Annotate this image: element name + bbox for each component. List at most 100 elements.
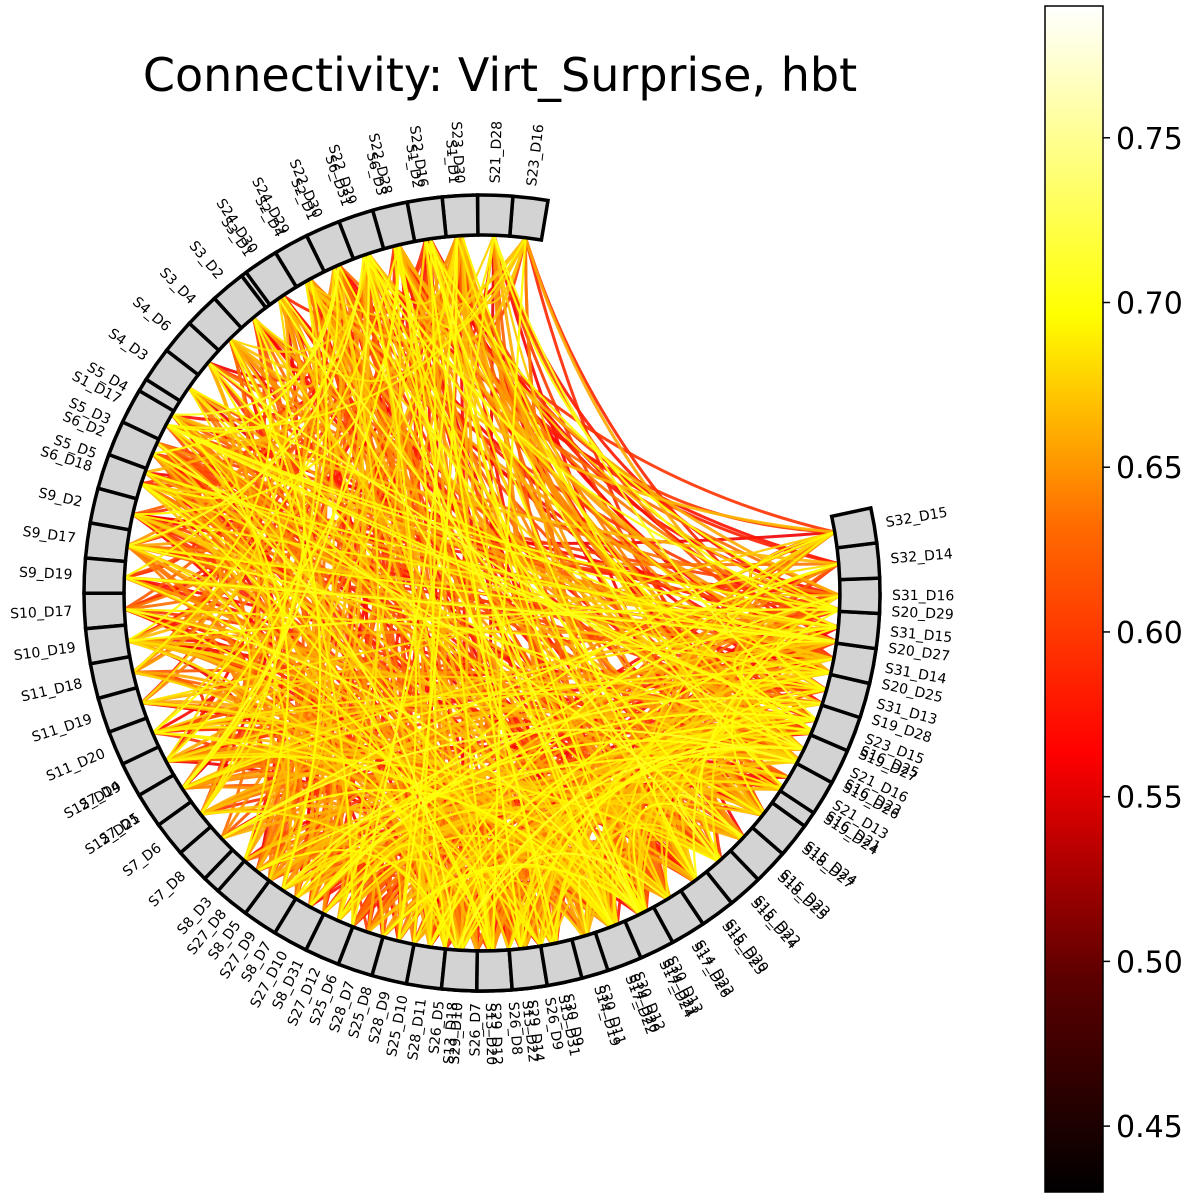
connection-edge — [165, 423, 818, 722]
node-S28_D9 — [369, 934, 417, 986]
connection-edge — [308, 531, 836, 908]
connection-edge — [127, 639, 612, 928]
node-label-S32_D15: S32_D15 — [885, 505, 949, 531]
node-label-S20_D29: S20_D29 — [891, 604, 954, 623]
node-label-S9_D2: S9_D2 — [37, 485, 84, 510]
node-S32_D14 — [835, 540, 882, 582]
connection-edge — [362, 254, 698, 881]
connection-edge — [305, 237, 527, 321]
connection-edge — [140, 298, 289, 704]
node-label-S9_D19: S9_D19 — [19, 565, 73, 583]
colorbar-tick-label: 0.45 — [1116, 1110, 1183, 1145]
node-S18_D24 — [704, 848, 761, 906]
connection-edge — [424, 239, 698, 881]
connection-edge — [692, 608, 841, 880]
node-label-S23_D16: S23_D16 — [524, 123, 547, 187]
connection-edge — [252, 235, 459, 383]
connection-edge — [333, 266, 641, 915]
colorbar-tick-label: 0.70 — [1116, 287, 1183, 322]
connection-edge — [412, 562, 840, 945]
connection-edge — [281, 294, 720, 863]
connection-edge — [207, 361, 805, 751]
node-S10_D17 — [82, 591, 128, 631]
connection-edge — [776, 626, 839, 691]
connection-edge — [165, 423, 839, 629]
connection-edge — [140, 413, 238, 494]
connection-edge — [519, 761, 782, 949]
node-S9_D2 — [88, 486, 139, 532]
node-S9_D17 — [83, 520, 132, 564]
connection-edge — [749, 531, 840, 611]
node-label-S3_D4: S3_D4 — [156, 265, 199, 308]
connection-edge — [726, 608, 840, 643]
node-S24_D29 — [273, 233, 327, 290]
node-S4_D3 — [143, 347, 201, 404]
connection-edge — [578, 875, 615, 936]
node-label-S3_D2: S3_D2 — [186, 238, 227, 282]
node-S31_D13 — [819, 672, 872, 720]
node-S27_D12 — [303, 911, 356, 967]
node-label-S23_D30: S23_D30 — [448, 121, 467, 184]
node-S17_D26 — [651, 888, 706, 945]
node-label-S10_D17: S10_D17 — [10, 604, 73, 623]
connection-edge — [393, 235, 495, 329]
node-label-S31_D15: S31_D15 — [889, 624, 953, 646]
node-label-S13_D18: S13_D18 — [441, 1001, 461, 1064]
connection-edge — [362, 254, 814, 732]
node-S11_D18 — [88, 654, 139, 701]
connection-edge — [397, 235, 459, 942]
node-S4_D6 — [164, 320, 222, 378]
connection-edge — [507, 702, 823, 951]
node-ring — [82, 193, 882, 993]
connection-edge — [362, 254, 558, 944]
connectivity-circle: S1_D1S1_D2S6_D3S6_D31S2_D1S2_D4S3_D1S3_D… — [10, 121, 955, 1066]
connection-edge — [294, 739, 798, 900]
connection-edge — [165, 423, 698, 881]
node-label-S10_D19: S10_D19 — [13, 640, 77, 664]
colorbar-gradient — [1044, 5, 1104, 1193]
connection-edge — [124, 576, 837, 643]
connection-edge — [677, 793, 745, 863]
node-label-S32_D14: S32_D14 — [890, 546, 953, 567]
connection-edge — [228, 338, 354, 927]
node-label-S7_D6: S7_D6 — [120, 840, 165, 880]
node-S31_D16 — [837, 576, 882, 616]
node-S27_D8 — [215, 858, 272, 916]
node-S3_D4 — [186, 295, 244, 353]
node-label-S7_D4: S7_D4 — [77, 778, 124, 813]
node-S23_D15 — [808, 702, 863, 753]
connection-edge — [412, 238, 437, 945]
connection-edge — [228, 338, 322, 891]
node-label-S13_D22: S13_D22 — [518, 1000, 541, 1064]
node-S9_D19 — [82, 556, 128, 596]
connection-edge — [165, 266, 339, 433]
node-label-S1_D2: S1_D2 — [402, 143, 425, 189]
connection-edge — [165, 755, 720, 863]
connection-edge — [165, 424, 431, 948]
node-S7_D5 — [136, 772, 194, 828]
connection-edge — [397, 244, 490, 951]
connection-edge — [126, 254, 365, 547]
connection-edge — [428, 725, 813, 948]
node-label-S26_D5: S26_D5 — [426, 1000, 447, 1055]
connection-edge — [367, 252, 840, 611]
connection-edge — [551, 671, 832, 945]
connection-edge — [700, 688, 827, 862]
connection-edge — [337, 834, 612, 928]
node-S28_D11 — [404, 942, 448, 991]
connection-edge — [492, 234, 818, 721]
chart-title: Connectivity: Virt_Surprise, hbt — [142, 48, 858, 102]
connection-edge — [140, 482, 495, 952]
connection-edge — [152, 726, 447, 950]
node-S30_D9 — [538, 937, 585, 988]
connection-edge — [220, 562, 840, 840]
node-S21_D28 — [475, 193, 515, 238]
colorbar: 0.45 0.50 0.55 0.60 0.65 0.70 0.75 — [1044, 5, 1183, 1193]
connection-edge — [308, 594, 841, 908]
connection-edge — [151, 244, 401, 734]
connection-edge — [228, 294, 317, 389]
node-label-S1_D1: S1_D1 — [442, 139, 461, 184]
connection-edge — [181, 771, 463, 951]
connection-edge — [152, 692, 817, 734]
connection-edge — [124, 608, 542, 947]
